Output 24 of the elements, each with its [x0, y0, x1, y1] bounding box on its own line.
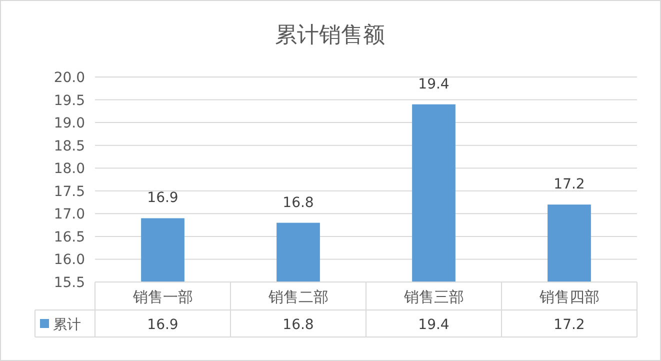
- x-tick-label: 销售二部: [267, 288, 328, 306]
- y-tick-label: 16.0: [54, 252, 85, 268]
- data-label: 16.9: [147, 190, 178, 206]
- text: 16.9: [147, 317, 178, 333]
- y-tick-label: 15.5: [54, 275, 85, 291]
- data-label: 19.4: [418, 76, 450, 92]
- y-tick-label: 19.5: [54, 92, 85, 109]
- text: 16.8: [282, 317, 314, 333]
- x-tick-label: 销售三部: [402, 288, 464, 306]
- text: 17.2: [554, 317, 585, 333]
- y-tick-label: 18.0: [54, 161, 85, 178]
- y-tick-label: 20.0: [54, 70, 85, 86]
- y-tick-label: 17.0: [54, 206, 85, 223]
- x-tick-label: 销售四部: [538, 288, 600, 306]
- y-tick-label: 16.5: [54, 229, 85, 246]
- data-label: 17.2: [554, 176, 585, 193]
- text: 19.4: [418, 317, 450, 333]
- y-tick-label: 17.5: [54, 184, 85, 200]
- x-tick-label: 销售一部: [132, 288, 193, 306]
- data-label: 16.8: [282, 194, 314, 211]
- y-tick-label: 19.0: [54, 116, 85, 132]
- chart-title: 累计销售额: [275, 23, 385, 48]
- legend-label: 累计: [53, 317, 81, 333]
- y-tick-label: 18.5: [54, 138, 85, 154]
